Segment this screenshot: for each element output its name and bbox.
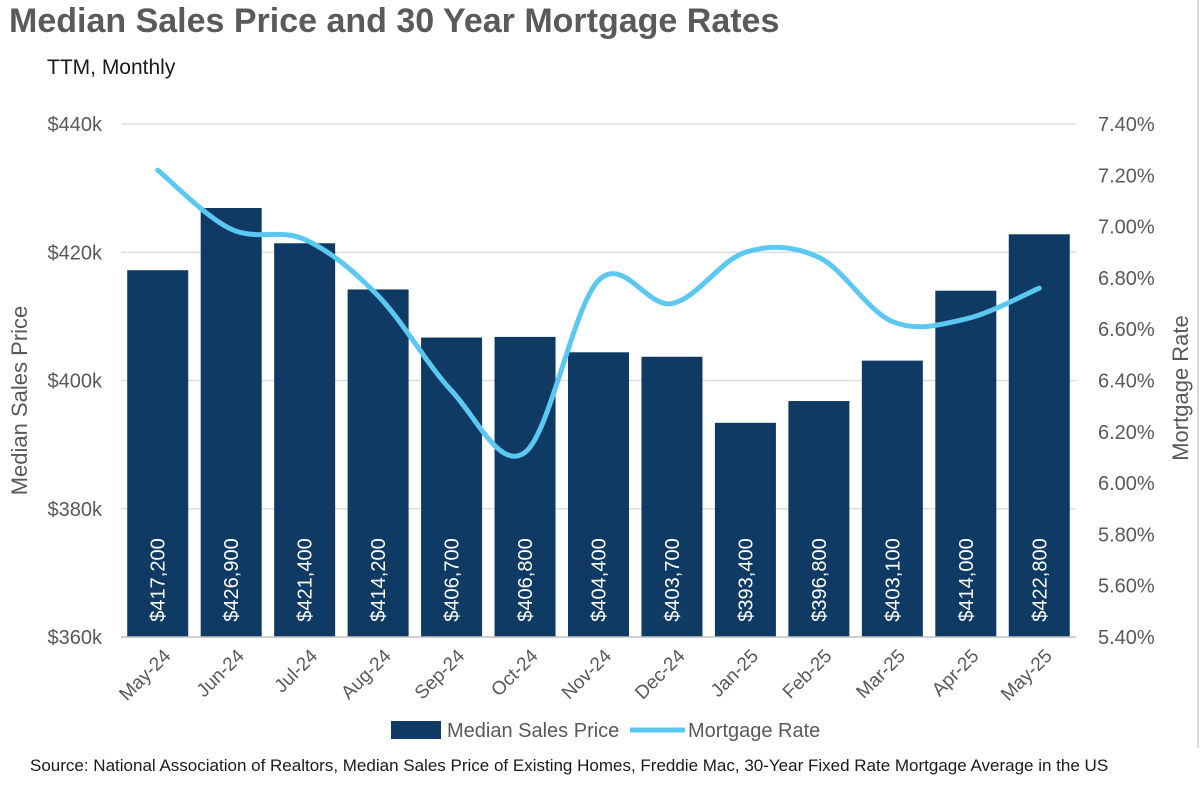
right-border: [1197, 0, 1199, 748]
chart-title: Median Sales Price and 30 Year Mortgage …: [9, 2, 780, 40]
y-left-tick-label: $360k: [48, 627, 103, 649]
legend-swatch-median-sales-price: [391, 721, 441, 739]
y-left-tick-label: $420k: [48, 242, 103, 264]
x-tick-label: Aug-24: [337, 645, 395, 703]
bar-data-label: $422,800: [1029, 538, 1051, 621]
y-left-tick-label: $380k: [48, 499, 103, 521]
x-tick-label: Oct-24: [487, 645, 542, 700]
bar-data-label: $421,400: [295, 538, 317, 621]
bar-median-sales-price: [494, 336, 556, 637]
x-tick-label: Jun-24: [193, 645, 249, 701]
y-right-tick-label: 7.00%: [1098, 217, 1155, 239]
bar-median-sales-price: [568, 352, 629, 637]
bar-median-sales-price: [935, 290, 997, 637]
bar-median-sales-price: [347, 289, 409, 637]
chart-subtitle: TTM, Monthly: [47, 56, 176, 79]
bar-median-sales-price: [1008, 234, 1070, 638]
bar-data-label: $406,800: [515, 538, 537, 621]
bar-median-sales-price: [788, 401, 850, 637]
y-left-tick-label: $440k: [48, 114, 103, 136]
bar-data-labels: $417,200 $426,900 $421,400 $414,200 $406,700…: [148, 538, 1052, 621]
y-right-tick-label: 6.80%: [1098, 268, 1155, 290]
y-right-tick-label: 7.40%: [1098, 114, 1155, 136]
bar-median-sales-price: [714, 422, 776, 637]
x-tick-label: Nov-24: [558, 645, 616, 703]
y-right-tick-label: 6.20%: [1098, 422, 1155, 444]
bar-data-label: $414,000: [956, 538, 978, 621]
legend-label-mortgage-rate: Mortgage Rate: [688, 720, 820, 742]
y-right-axis-title: Mortgage Rate: [1168, 315, 1193, 461]
mortgage-rate-line-layer: [155, 167, 1042, 459]
bar-data-label: $403,700: [662, 538, 684, 621]
x-tick-label: Feb-25: [779, 646, 836, 703]
bar-data-label: $403,100: [882, 538, 904, 621]
x-tick-label: Sep-24: [411, 645, 469, 703]
x-tick-label: Mar-25: [852, 646, 909, 703]
y-left-axis-title: Median Sales Price: [7, 306, 32, 496]
y-right-tick-label: 7.20%: [1098, 165, 1155, 187]
bar-median-sales-price: [274, 243, 336, 637]
x-tick-label: Jul-24: [271, 645, 323, 697]
bar-data-label: $396,800: [809, 538, 831, 621]
legend: Median Sales Price Mortgage Rate: [391, 720, 820, 742]
mortgage-rate-line: [155, 167, 1042, 459]
bar-data-label: $406,700: [442, 538, 464, 621]
bar-median-sales-price: [200, 208, 262, 637]
y-right-tick-label: 5.60%: [1098, 576, 1155, 598]
bar-median-sales-price: [861, 360, 923, 637]
x-tick-label: Apr-25: [928, 646, 983, 701]
bar-data-label: $417,200: [148, 538, 170, 621]
bar-data-label: $414,200: [368, 538, 390, 621]
x-tick-label: May-24: [116, 645, 176, 705]
source-note: Source: National Association of Realtors…: [30, 756, 1109, 775]
bar-median-sales-price: [127, 270, 189, 637]
x-tick-label: Jan-25: [707, 646, 763, 702]
legend-label-median-sales-price: Median Sales Price: [447, 720, 619, 742]
y-left-tick-label: $400k: [48, 371, 103, 393]
x-tick-label: May-25: [997, 646, 1057, 706]
bar-data-label: $404,400: [589, 538, 611, 621]
y-right-tick-label: 5.40%: [1098, 627, 1155, 649]
y-right-tick-label: 5.80%: [1098, 524, 1155, 546]
y-right-tick-label: 6.60%: [1098, 319, 1155, 341]
bar-data-label: $393,400: [735, 538, 757, 621]
bar-data-label: $426,900: [221, 538, 243, 621]
y-right-tick-label: 6.40%: [1098, 371, 1155, 393]
bar-median-sales-price: [641, 356, 703, 637]
y-right-tick-label: 6.00%: [1098, 473, 1155, 495]
bars: [127, 208, 1070, 638]
x-tick-label: Dec-24: [631, 645, 689, 703]
